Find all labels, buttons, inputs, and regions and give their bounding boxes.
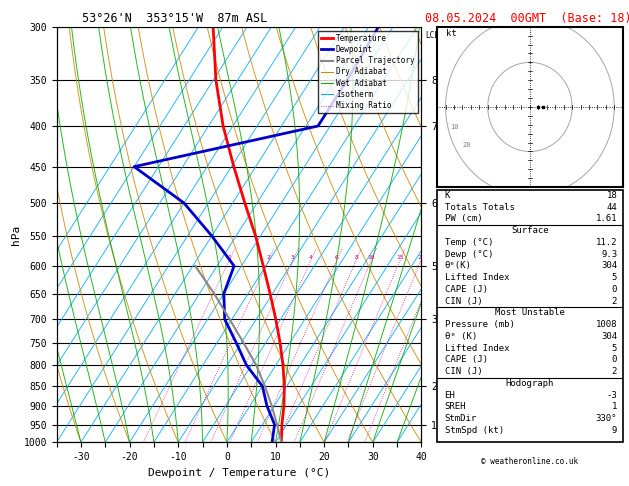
Text: 1.61: 1.61 [596, 214, 617, 224]
Text: 3: 3 [291, 255, 295, 260]
Text: Most Unstable: Most Unstable [495, 309, 565, 317]
X-axis label: Dewpoint / Temperature (°C): Dewpoint / Temperature (°C) [148, 468, 330, 478]
Text: 304: 304 [601, 332, 617, 341]
Text: Dewp (°C): Dewp (°C) [445, 250, 493, 259]
Text: LCL: LCL [425, 31, 439, 40]
Text: 2: 2 [267, 255, 270, 260]
Text: 2: 2 [612, 297, 617, 306]
Text: 53°26'N  353°15'W  87m ASL: 53°26'N 353°15'W 87m ASL [82, 12, 267, 25]
Text: PW (cm): PW (cm) [445, 214, 482, 224]
Text: 330°: 330° [596, 414, 617, 423]
Text: 2: 2 [612, 367, 617, 376]
Legend: Temperature, Dewpoint, Parcel Trajectory, Dry Adiabat, Wet Adiabat, Isotherm, Mi: Temperature, Dewpoint, Parcel Trajectory… [318, 31, 418, 113]
Text: SREH: SREH [445, 402, 466, 412]
Text: 18: 18 [606, 191, 617, 200]
Text: EH: EH [445, 391, 455, 400]
Text: 4: 4 [309, 255, 313, 260]
Text: 11.2: 11.2 [596, 238, 617, 247]
Text: 6: 6 [335, 255, 339, 260]
Text: Lifted Index: Lifted Index [445, 344, 509, 353]
Text: 9: 9 [612, 426, 617, 435]
Text: © weatheronline.co.uk: © weatheronline.co.uk [481, 457, 579, 467]
Text: θᵉ (K): θᵉ (K) [445, 332, 477, 341]
Text: Temp (°C): Temp (°C) [445, 238, 493, 247]
Text: 10: 10 [450, 124, 459, 130]
Text: 1008: 1008 [596, 320, 617, 329]
Text: 15: 15 [396, 255, 404, 260]
Text: StmDir: StmDir [445, 414, 477, 423]
Text: 10: 10 [368, 255, 375, 260]
Text: kt: kt [445, 29, 456, 37]
Text: Totals Totals: Totals Totals [445, 203, 515, 212]
Text: CAPE (J): CAPE (J) [445, 355, 487, 364]
Text: 5: 5 [612, 344, 617, 353]
Text: CIN (J): CIN (J) [445, 367, 482, 376]
Text: 08.05.2024  00GMT  (Base: 18): 08.05.2024 00GMT (Base: 18) [425, 12, 629, 25]
Text: CIN (J): CIN (J) [445, 297, 482, 306]
Text: 304: 304 [601, 261, 617, 270]
Text: 9.3: 9.3 [601, 250, 617, 259]
Text: 20: 20 [462, 142, 471, 148]
Text: 20: 20 [417, 255, 425, 260]
Text: 8: 8 [354, 255, 358, 260]
Text: CAPE (J): CAPE (J) [445, 285, 487, 294]
Text: K: K [445, 191, 450, 200]
Text: -3: -3 [606, 391, 617, 400]
Text: Hodograph: Hodograph [506, 379, 554, 388]
Text: Pressure (mb): Pressure (mb) [445, 320, 515, 329]
Text: θᵉ(K): θᵉ(K) [445, 261, 472, 270]
Text: Surface: Surface [511, 226, 548, 235]
Text: 44: 44 [606, 203, 617, 212]
Text: 0: 0 [612, 285, 617, 294]
Y-axis label: km
ASL: km ASL [442, 39, 459, 61]
Y-axis label: hPa: hPa [11, 225, 21, 244]
Text: 5: 5 [612, 273, 617, 282]
Text: StmSpd (kt): StmSpd (kt) [445, 426, 504, 435]
Text: 0: 0 [612, 355, 617, 364]
Text: Lifted Index: Lifted Index [445, 273, 509, 282]
Text: 1: 1 [612, 402, 617, 412]
Text: 1: 1 [228, 255, 231, 260]
